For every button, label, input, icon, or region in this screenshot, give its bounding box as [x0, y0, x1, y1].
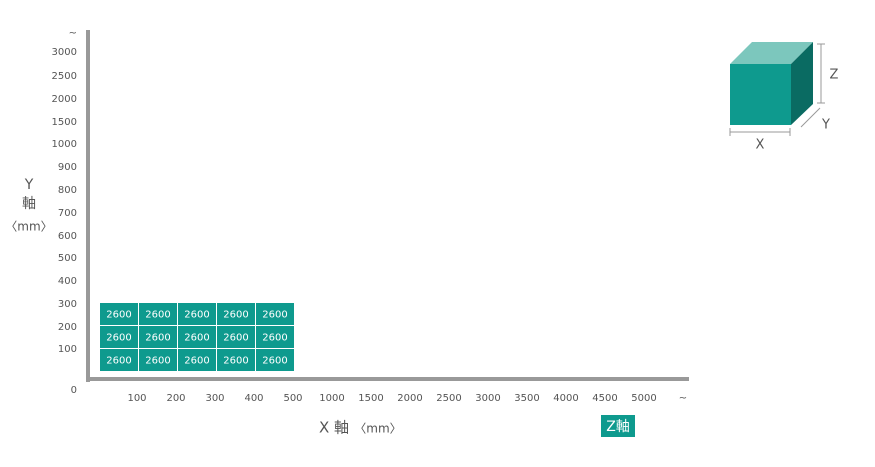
- x-tick-label: 100: [127, 393, 146, 404]
- cell: [178, 326, 216, 348]
- cell-value: 2600: [106, 356, 131, 367]
- cell-value: 2600: [145, 310, 170, 321]
- cube-z: Z: [830, 68, 839, 83]
- y-tick-label: 2000: [52, 94, 77, 105]
- y-tick-label: 600: [58, 231, 77, 242]
- x-tick-label: 4000: [553, 393, 578, 404]
- z-label: Z軸: [606, 419, 630, 435]
- x-tick-label: 500: [283, 393, 302, 404]
- cell: [217, 303, 255, 325]
- cell: [139, 326, 177, 348]
- y-tick-label: ~: [69, 28, 77, 39]
- y-tick-label: 400: [58, 276, 77, 287]
- cell: [178, 349, 216, 371]
- cell: [139, 303, 177, 325]
- x-tick-label: 2500: [436, 393, 461, 404]
- cell-value: 2600: [262, 333, 287, 344]
- y-axis-line: [86, 30, 90, 382]
- y-tick-label: 100: [58, 344, 77, 355]
- cell: [139, 349, 177, 371]
- cell: [217, 326, 255, 348]
- y-tick-label: 900: [58, 162, 77, 173]
- z-badge: [601, 415, 635, 437]
- x-tick-label: 400: [244, 393, 263, 404]
- y-tick-label: 2500: [52, 71, 77, 82]
- cell-value: 2600: [106, 310, 131, 321]
- y-tick-label: 200: [58, 322, 77, 333]
- cell-value: 2600: [223, 333, 248, 344]
- cell-value: 2600: [184, 333, 209, 344]
- y-axis-unit: 〈mm〉: [5, 220, 52, 234]
- cell: [100, 326, 138, 348]
- x-tick-label: 4500: [592, 393, 617, 404]
- x-axis-line: [86, 377, 689, 381]
- cell-value: 2600: [262, 356, 287, 367]
- cube-icon: [729, 42, 825, 136]
- x-axis-unit: 〈mm〉: [354, 422, 401, 436]
- cell: [256, 349, 294, 371]
- y-tick-label: 3000: [52, 47, 77, 58]
- cell: [217, 349, 255, 371]
- cell-value: 2600: [184, 356, 209, 367]
- x-tick-label: 300: [205, 393, 224, 404]
- x-tick-label: 5000: [631, 393, 656, 404]
- x-axis-label: X 軸: [319, 419, 349, 437]
- y-tick-label: 300: [58, 299, 77, 310]
- cell-value: 2600: [262, 310, 287, 321]
- y-tick-label: 0: [71, 385, 77, 396]
- y-tick-label: 500: [58, 253, 77, 264]
- cell-value: 2600: [184, 310, 209, 321]
- x-tick-label: 2000: [397, 393, 422, 404]
- cube-y: Y: [821, 118, 830, 133]
- y-tick-label: 1500: [52, 117, 77, 128]
- cell: [256, 326, 294, 348]
- y-tick-label: 700: [58, 208, 77, 219]
- cell: [100, 349, 138, 371]
- x-tick-label: ~: [679, 393, 687, 404]
- x-tick-label: 1500: [358, 393, 383, 404]
- y-axis-word: 軸: [22, 196, 36, 212]
- cell-value: 2600: [223, 310, 248, 321]
- cell-value: 2600: [223, 356, 248, 367]
- cube-x: X: [756, 138, 765, 153]
- cell: [178, 303, 216, 325]
- x-tick-label: 200: [166, 393, 185, 404]
- cell: [100, 303, 138, 325]
- y-axis-name: Y: [24, 177, 34, 193]
- x-tick-label: 3000: [475, 393, 500, 404]
- cell: [256, 303, 294, 325]
- x-tick-label: 1000: [319, 393, 344, 404]
- y-tick-label: 1000: [52, 139, 77, 150]
- cell-value: 2600: [145, 356, 170, 367]
- y-tick-label: 800: [58, 185, 77, 196]
- x-tick-label: 3500: [514, 393, 539, 404]
- cell-value: 2600: [145, 333, 170, 344]
- cell-value: 2600: [106, 333, 131, 344]
